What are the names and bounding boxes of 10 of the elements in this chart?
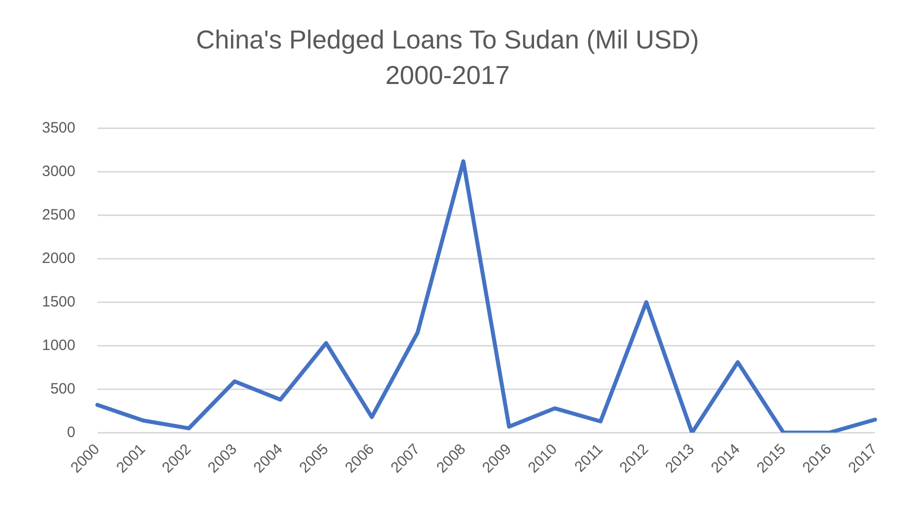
y-tick-label: 1000 xyxy=(42,336,76,354)
y-tick-label: 3500 xyxy=(42,119,76,136)
y-tick-label: 500 xyxy=(50,380,76,398)
y-tick-label: 3000 xyxy=(42,162,76,180)
y-tick-label: 1500 xyxy=(42,293,76,310)
y-tick-label: 2000 xyxy=(42,250,76,267)
y-tick-label: 0 xyxy=(67,424,76,441)
chart-title: China's Pledged Loans To Sudan (Mil USD) xyxy=(196,24,700,55)
chart-subtitle: 2000-2017 xyxy=(385,60,510,90)
y-tick-label: 2500 xyxy=(42,206,76,224)
